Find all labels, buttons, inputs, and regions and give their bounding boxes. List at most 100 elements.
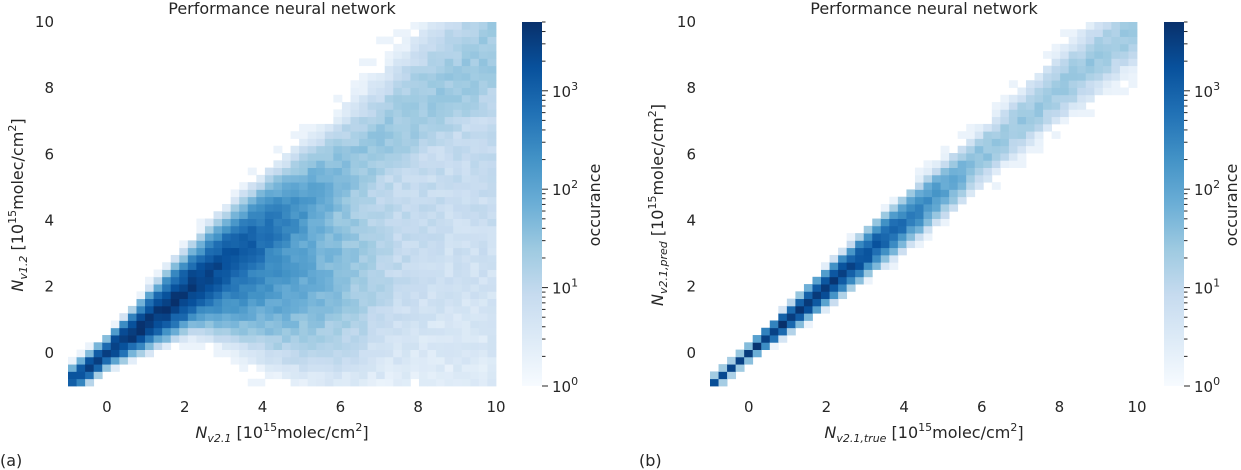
heatmap-cell	[1094, 51, 1104, 59]
heatmap-cell	[470, 335, 480, 343]
heatmap-cell	[991, 109, 1001, 118]
heatmap-cell	[376, 189, 386, 198]
heatmap-cell	[239, 262, 249, 270]
heatmap-cell	[418, 335, 428, 343]
heatmap-cell	[487, 116, 497, 125]
heatmap-cell	[427, 240, 437, 249]
heatmap-cell	[461, 36, 471, 45]
heatmap-cell	[410, 123, 420, 132]
heatmap-cell	[290, 371, 300, 380]
heatmap-cell	[401, 276, 411, 285]
heatmap-cell	[376, 145, 386, 154]
heatmap-cell	[76, 349, 86, 358]
heatmap-cell	[453, 276, 463, 285]
heatmap-cell	[367, 87, 377, 96]
heatmap-cell	[932, 218, 941, 227]
heatmap-cell	[1060, 116, 1070, 125]
heatmap-cell	[247, 356, 257, 365]
heatmap-cell	[316, 305, 326, 314]
heatmap-cell	[1008, 131, 1018, 139]
heatmap-cell	[290, 364, 300, 372]
heatmap-cell	[812, 291, 822, 300]
heatmap-cell	[436, 123, 446, 132]
heatmap-cell	[376, 364, 386, 372]
heatmap-cell	[761, 335, 771, 343]
heatmap-cell	[341, 364, 351, 372]
heatmap-cell	[324, 364, 334, 372]
heatmap-cell	[1051, 65, 1061, 74]
heatmap-cell	[487, 240, 497, 249]
y-tick-label: 10	[35, 13, 54, 31]
heatmap-cell	[974, 167, 984, 176]
heatmap-cell	[162, 262, 172, 270]
panel-a-x-axis-symbol: N	[195, 423, 207, 442]
heatmap-cell	[478, 160, 488, 168]
heatmap-cell	[418, 29, 428, 37]
heatmap-cell	[436, 218, 446, 227]
heatmap-cell	[213, 218, 223, 227]
heatmap-cell	[401, 364, 411, 372]
heatmap-cell	[341, 204, 351, 212]
heatmap-cell	[436, 58, 446, 67]
heatmap-cell	[418, 356, 428, 365]
heatmap-cell	[230, 204, 240, 212]
heatmap-cell	[478, 364, 488, 372]
heatmap-cell	[264, 262, 274, 270]
heatmap-cell	[127, 356, 137, 365]
heatmap-cell	[350, 291, 360, 300]
heatmap-cell	[410, 109, 420, 118]
heatmap-cell	[863, 225, 873, 234]
heatmap-cell	[213, 320, 223, 329]
heatmap-cell	[478, 145, 488, 154]
heatmap-cell	[410, 284, 420, 292]
heatmap-cell	[393, 262, 403, 270]
heatmap-cell	[222, 233, 232, 241]
heatmap-cell	[470, 51, 480, 59]
heatmap-cell	[418, 167, 428, 176]
heatmap-cell	[376, 138, 386, 147]
heatmap-cell	[367, 240, 377, 249]
heatmap-cell	[187, 262, 197, 270]
heatmap-cell	[307, 269, 317, 278]
heatmap-cell	[410, 167, 420, 176]
heatmap-cell	[427, 36, 437, 45]
heatmap-cell	[1060, 94, 1070, 103]
heatmap-cell	[872, 233, 882, 241]
heatmap-cell	[341, 342, 351, 350]
heatmap-cell	[324, 123, 334, 132]
heatmap-cell	[376, 284, 386, 292]
heatmap-cell	[461, 211, 471, 219]
heatmap-cell	[359, 87, 368, 96]
heatmap-cell	[119, 320, 129, 329]
heatmap-cell	[1094, 65, 1104, 74]
heatmap-cell	[333, 123, 343, 132]
heatmap-cell	[478, 72, 488, 81]
heatmap-cell	[264, 167, 274, 176]
heatmap-cell	[418, 72, 428, 81]
heatmap-cell	[282, 284, 291, 292]
heatmap-cell	[350, 211, 360, 219]
panel-a-colorbar	[522, 22, 542, 386]
heatmap-cell	[461, 327, 471, 336]
heatmap-cell	[307, 284, 317, 292]
heatmap-cell	[290, 327, 300, 336]
heatmap-cell	[470, 80, 480, 88]
heatmap-cell	[239, 276, 249, 285]
heatmap-cell	[350, 80, 360, 88]
heatmap-cell	[461, 240, 471, 249]
heatmap-cell	[940, 167, 950, 176]
heatmap-cell	[453, 94, 463, 103]
heatmap-cell	[376, 80, 386, 88]
heatmap-cell	[735, 364, 745, 372]
heatmap-cell	[487, 356, 497, 365]
heatmap-cell	[393, 123, 403, 132]
heatmap-cell	[359, 189, 368, 198]
heatmap-cell	[145, 335, 154, 343]
heatmap-cell	[316, 276, 326, 285]
heatmap-cell	[239, 342, 249, 350]
heatmap-cell	[1060, 29, 1070, 37]
heatmap-cell	[384, 102, 394, 110]
heatmap-cell	[239, 298, 249, 307]
heatmap-cell	[1008, 80, 1018, 88]
heatmap-cell	[778, 305, 788, 314]
